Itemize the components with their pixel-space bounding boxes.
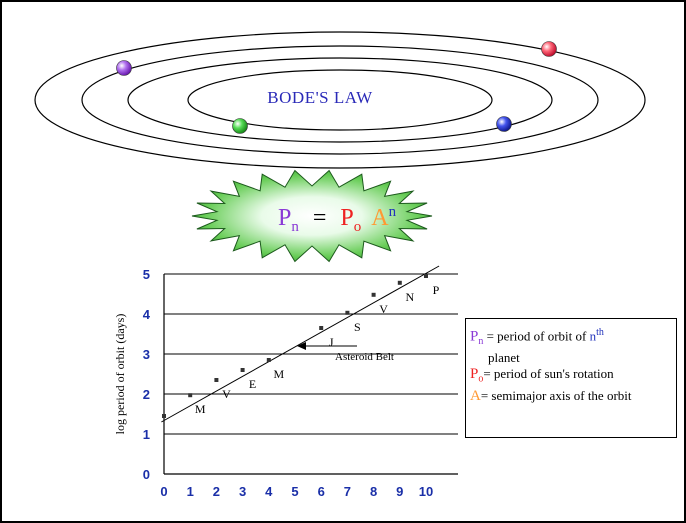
formula-p: P: [278, 205, 292, 231]
data-point: [214, 378, 219, 382]
point-label: V: [222, 387, 231, 401]
formula-p0-subscript: o: [353, 218, 362, 235]
x-tick-label: 0: [160, 484, 167, 499]
x-tick-label: 5: [291, 484, 298, 499]
y-tick-label: 3: [143, 347, 150, 362]
annotation-arrowhead: [297, 342, 306, 350]
y-tick-label: 0: [143, 467, 150, 482]
y-tick-label: 5: [143, 267, 150, 282]
x-tick-label: 3: [239, 484, 246, 499]
data-point: [371, 292, 376, 297]
data-point: [424, 274, 428, 278]
legend-a-text: = semimajor axis of the orbit: [480, 387, 632, 403]
point-label: M: [195, 402, 206, 416]
point-label: P: [433, 283, 440, 297]
orbit-ring-1: [34, 31, 646, 169]
legend-pn-symbol: P: [470, 328, 479, 345]
orbit-title: BODE'S LAW: [267, 88, 373, 107]
point-label: J: [329, 335, 334, 349]
legend-pn-planet: planet: [488, 349, 520, 365]
formula-p0: P: [340, 205, 354, 231]
legend-pn-subscript: n: [478, 335, 484, 347]
legend-p0-symbol: P: [470, 365, 479, 382]
point-label: M: [273, 367, 284, 381]
orbit-ring-3: [127, 57, 553, 143]
y-tick-label: 4: [143, 307, 151, 322]
formula-legend: Pn = period of orbit of nth planet Po= p…: [465, 318, 677, 438]
x-tick-label: 9: [396, 484, 403, 499]
y-tick-label: 1: [143, 427, 150, 442]
orbit-ring-2: [81, 45, 599, 155]
legend-p0-subscript: o: [478, 373, 484, 385]
y-axis-label: log period of orbit (days): [113, 314, 127, 435]
x-tick-label: 7: [344, 484, 351, 499]
legend-pn-n: n: [589, 328, 597, 344]
green-planet: [232, 118, 248, 134]
data-point: [397, 280, 402, 285]
bode-formula: Pn = Po An: [278, 204, 396, 236]
point-label: V: [379, 302, 388, 316]
data-point: [240, 368, 245, 372]
fit-line: [161, 265, 440, 423]
legend-line-a: A= semimajor axis of the orbit: [470, 388, 672, 404]
x-tick-label: 2: [213, 484, 220, 499]
x-tick-label: 10: [419, 484, 433, 499]
legend-pn-text: = period of orbit of: [486, 328, 587, 344]
y-tick-label: 2: [143, 387, 150, 402]
point-label: N: [405, 290, 414, 304]
starburst-shape: [191, 169, 433, 263]
legend-p0-text: = period of sun's rotation: [483, 365, 614, 381]
x-tick-label: 8: [370, 484, 377, 499]
data-point: [345, 310, 350, 315]
formula-p-subscript: n: [291, 218, 299, 235]
orbit-diagram: [34, 31, 646, 169]
legend-line-p0: Po= period of sun's rotation: [470, 366, 672, 388]
formula-a: A: [371, 205, 389, 231]
blue-planet: [496, 116, 512, 132]
x-tick-label: 6: [318, 484, 325, 499]
formula-a-superscript: n: [388, 204, 397, 220]
point-label: S: [354, 320, 361, 334]
point-label: E: [249, 377, 256, 391]
formula-equals: =: [312, 205, 327, 231]
x-tick-label: 4: [265, 484, 273, 499]
data-point: [319, 326, 324, 330]
data-point: [162, 414, 166, 418]
annotation-label: Asteroid Belt: [335, 351, 394, 363]
legend-pn-sup: th: [596, 327, 604, 338]
formula-starburst: [191, 169, 433, 263]
orbit-ring-4: [187, 69, 493, 131]
legend-a-symbol: A: [470, 387, 481, 404]
data-point: [266, 358, 271, 362]
legend-line-pn: Pn = period of orbit of nth: [470, 325, 672, 350]
red-planet: [541, 41, 557, 57]
data-point: [188, 393, 193, 398]
purple-planet: [116, 60, 132, 76]
x-tick-label: 1: [187, 484, 194, 499]
